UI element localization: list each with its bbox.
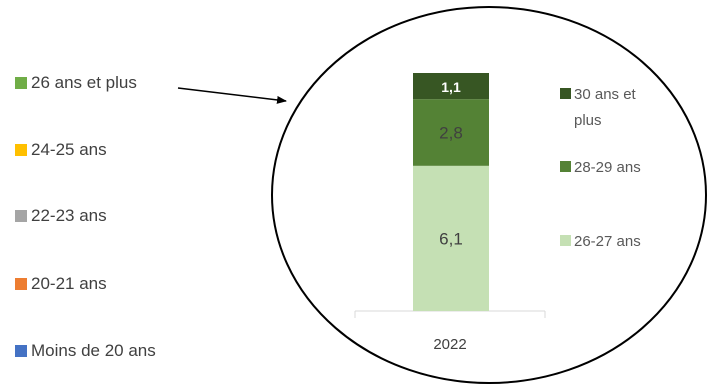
legend-label-28-29: 28-29 ans bbox=[574, 159, 641, 176]
legend-swatch bbox=[15, 210, 27, 222]
data-label-2: 1,1 bbox=[441, 79, 461, 95]
legend-item-20-21: 20-21 ans bbox=[15, 274, 107, 294]
legend-label-30-plus-line1: 30 ans et bbox=[574, 86, 637, 103]
legend-label-26-27: 26-27 ans bbox=[574, 233, 641, 250]
legend-swatch bbox=[15, 77, 27, 89]
data-label-1: 2,8 bbox=[439, 124, 463, 143]
legend-label: 24-25 ans bbox=[31, 140, 107, 159]
bar-segment-1 bbox=[413, 99, 489, 166]
legend-label: 22-23 ans bbox=[31, 206, 107, 225]
chart-legend: 30 ans et plus 28-29 ans 26-27 ans bbox=[560, 86, 641, 250]
x-tick-label: 2022 bbox=[433, 336, 466, 353]
legend-swatch-28-29 bbox=[560, 161, 571, 172]
bar-segment-0 bbox=[413, 165, 489, 311]
left-legend: 26 ans et plus 24-25 ans 22-23 ans 20-21… bbox=[0, 0, 260, 385]
bar-segment-2 bbox=[413, 73, 489, 100]
legend-item-under-20: Moins de 20 ans bbox=[15, 341, 156, 361]
legend-swatch bbox=[15, 144, 27, 156]
zoom-circle bbox=[271, 6, 707, 384]
legend-swatch-30-plus bbox=[560, 88, 571, 99]
legend-label: Moins de 20 ans bbox=[31, 341, 156, 360]
legend-swatch-26-27 bbox=[560, 235, 571, 246]
legend-label: 20-21 ans bbox=[31, 274, 107, 293]
legend-label-30-plus-line2: plus bbox=[574, 112, 602, 129]
legend-item-24-25: 24-25 ans bbox=[15, 140, 107, 160]
legend-label: 26 ans et plus bbox=[31, 73, 137, 92]
legend-item-26-plus: 26 ans et plus bbox=[15, 73, 137, 93]
data-label-0: 6,1 bbox=[439, 229, 463, 248]
legend-swatch bbox=[15, 278, 27, 290]
zoom-arrow bbox=[177, 87, 287, 104]
legend-item-22-23: 22-23 ans bbox=[15, 206, 107, 226]
legend-swatch bbox=[15, 345, 27, 357]
